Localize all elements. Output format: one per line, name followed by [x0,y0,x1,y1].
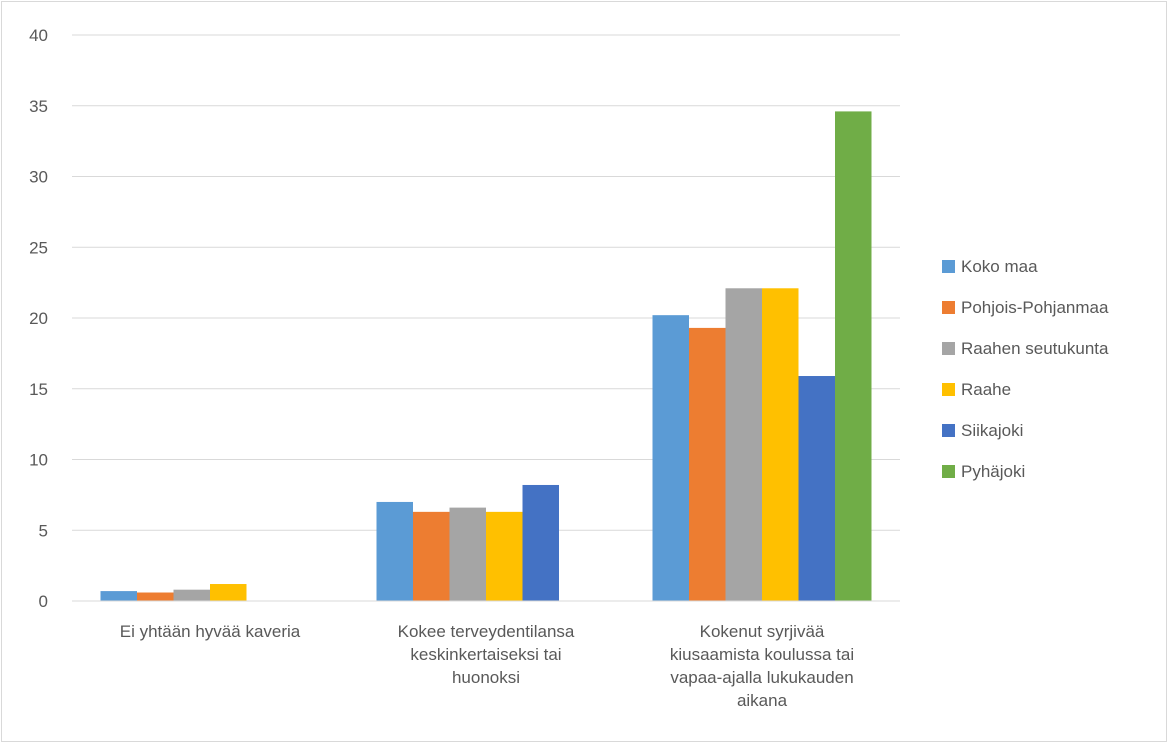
x-tick-label: vapaa-ajalla lukukauden [670,668,853,687]
legend-label: Raahen seutukunta [961,339,1109,358]
bar [173,589,210,601]
x-tick-label: keskinkertaiseksi tai [410,645,561,664]
bar [376,501,413,601]
x-tick-label: kiusaamista koulussa tai [670,645,854,664]
bar [522,484,559,601]
bar [137,592,174,601]
bar [413,511,450,601]
x-axis-categories: Ei yhtään hyvää kaveria Kokee terveydenti… [120,622,854,710]
bar [798,376,835,601]
y-tick-label: 40 [29,26,48,45]
bar [725,288,762,601]
bar [835,111,872,601]
legend-swatch [942,342,955,355]
legend-swatch [942,383,955,396]
bar [486,511,523,601]
bar [652,315,689,601]
y-tick-label: 25 [29,238,48,257]
x-tick-label: Kokenut syrjivää [700,622,825,641]
legend-label: Raahe [961,380,1011,399]
bar [449,507,486,601]
legend-label: Siikajoki [961,421,1023,440]
y-tick-label: 0 [39,592,48,611]
x-tick-label: Ei yhtään hyvää kaveria [120,622,301,641]
legend-label: Pohjois-Pohjanmaa [961,298,1109,317]
y-tick-label: 30 [29,168,48,187]
y-tick-label: 10 [29,451,48,470]
legend-swatch [942,260,955,273]
legend-label: Koko maa [961,257,1038,276]
y-tick-label: 35 [29,97,48,116]
legend-swatch [942,424,955,437]
legend-swatch [942,465,955,478]
legend: Koko maa Pohjois-Pohjanmaa Raahen seutukun… [942,257,1109,481]
x-tick-label: Kokee terveydentilansa [398,622,575,641]
x-tick-label: huonoksi [452,668,520,687]
bars [100,111,872,601]
x-tick-label: aikana [737,691,788,710]
bar [210,584,247,601]
y-tick-label: 20 [29,309,48,328]
y-tick-label: 5 [39,521,48,540]
bar [762,288,799,601]
bar [689,327,726,601]
y-tick-label: 15 [29,380,48,399]
bar [100,591,137,601]
legend-label: Pyhäjoki [961,462,1025,481]
legend-swatch [942,301,955,314]
y-axis-ticks: 0 5 10 15 20 25 30 35 40 [29,26,48,611]
